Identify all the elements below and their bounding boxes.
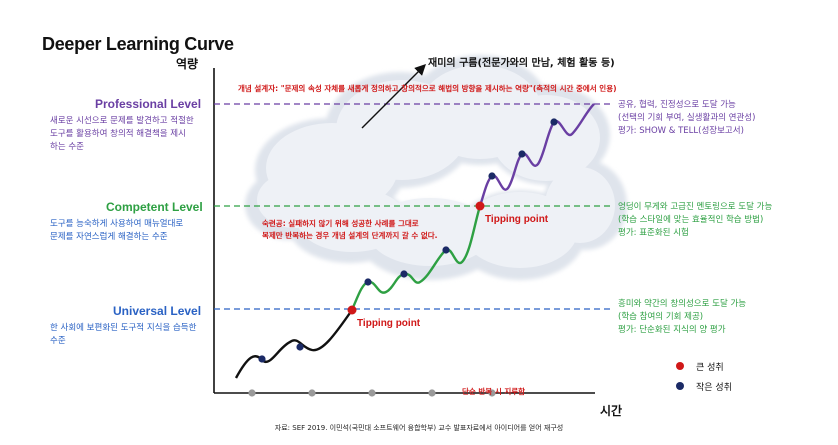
legend-big-dot [676, 362, 684, 370]
legend-small-dot [676, 382, 684, 390]
cloud-label: 재미의 구름(전문가와의 만남, 체험 활동 등) [428, 58, 615, 69]
small-achievement-dot [550, 118, 558, 126]
x-axis-label: 시간 [600, 404, 623, 418]
y-axis-label: 역량 [176, 57, 199, 71]
craftsman-note: 숙련공: 실패하지 않기 위해 성공한 사례를 그대로 복제만 반복하는 경우 … [262, 219, 438, 240]
repetition-dot [248, 389, 256, 397]
small-achievement-dot [258, 355, 266, 363]
small-achievement-dot [364, 278, 372, 286]
competent-level-condition: 엉덩이 무게와 고급진 멘토링으로 도달 가능 (학습 스타일에 맞는 효율적인… [618, 202, 773, 238]
small-achievement-dot [518, 150, 526, 158]
legend-small-label: 작은 성취 [696, 383, 732, 393]
repetition-dots [248, 389, 496, 397]
small-achievement-dot [442, 246, 450, 254]
small-achievement-dot [296, 343, 304, 351]
universal-level-condition: 흥미와 약간의 창의성으로 도달 가능 (학습 참여의 기회 제공) 평가: 단… [618, 299, 747, 335]
competent-level-description: 도구를 능숙하게 사용하여 매뉴얼대로 문제를 자연스럽게 해결하는 수준 [50, 219, 184, 242]
professional-level-condition: 공유, 협력, 진정성으로 도달 가능 (선택의 기회 부여, 실생활과의 연관… [618, 100, 756, 136]
tipping-point-dot-competent [475, 201, 485, 211]
cloud-arrow [361, 64, 426, 129]
small-achievement-dots [258, 118, 558, 363]
tipping-point-dot-universal [347, 305, 357, 315]
repetition-dot [308, 389, 316, 397]
professional-level-description: 새로운 시선으로 문제를 발견하고 적절한 도구를 활용하여 창의적 해결책을 … [50, 116, 194, 152]
tipping-point-label-upper: Tipping point [485, 214, 549, 225]
page-title: Deeper Learning Curve [42, 34, 234, 54]
universal-level-label: Universal Level [113, 304, 202, 318]
competent-level-label: Competent Level [106, 200, 203, 214]
professional-level-label: Professional Level [95, 97, 202, 111]
legend-big-label: 큰 성취 [696, 363, 724, 373]
repetition-dot [488, 389, 496, 397]
small-achievement-dot [488, 172, 496, 180]
concept-designer-definition: 개념 설계자: "문제의 속성 자체를 새롭게 정의하고 창의적으로 해법의 방… [238, 84, 617, 93]
small-achievement-dot [400, 270, 408, 278]
source-caption: 자료: SEF 2019. 이민석(국민대 소프트웨어 융합학부) 교수 발표자… [274, 424, 564, 432]
universal-level-description: 한 사회에 보편화된 도구적 지식을 습득한 수준 [50, 323, 197, 346]
repetition-dot [368, 389, 376, 397]
tipping-point-label-lower: Tipping point [357, 318, 421, 329]
curve-universal-segment [234, 309, 353, 379]
repetition-boredom-note: 단순 반복 시 지루함 [462, 387, 526, 396]
repetition-dot [428, 389, 436, 397]
